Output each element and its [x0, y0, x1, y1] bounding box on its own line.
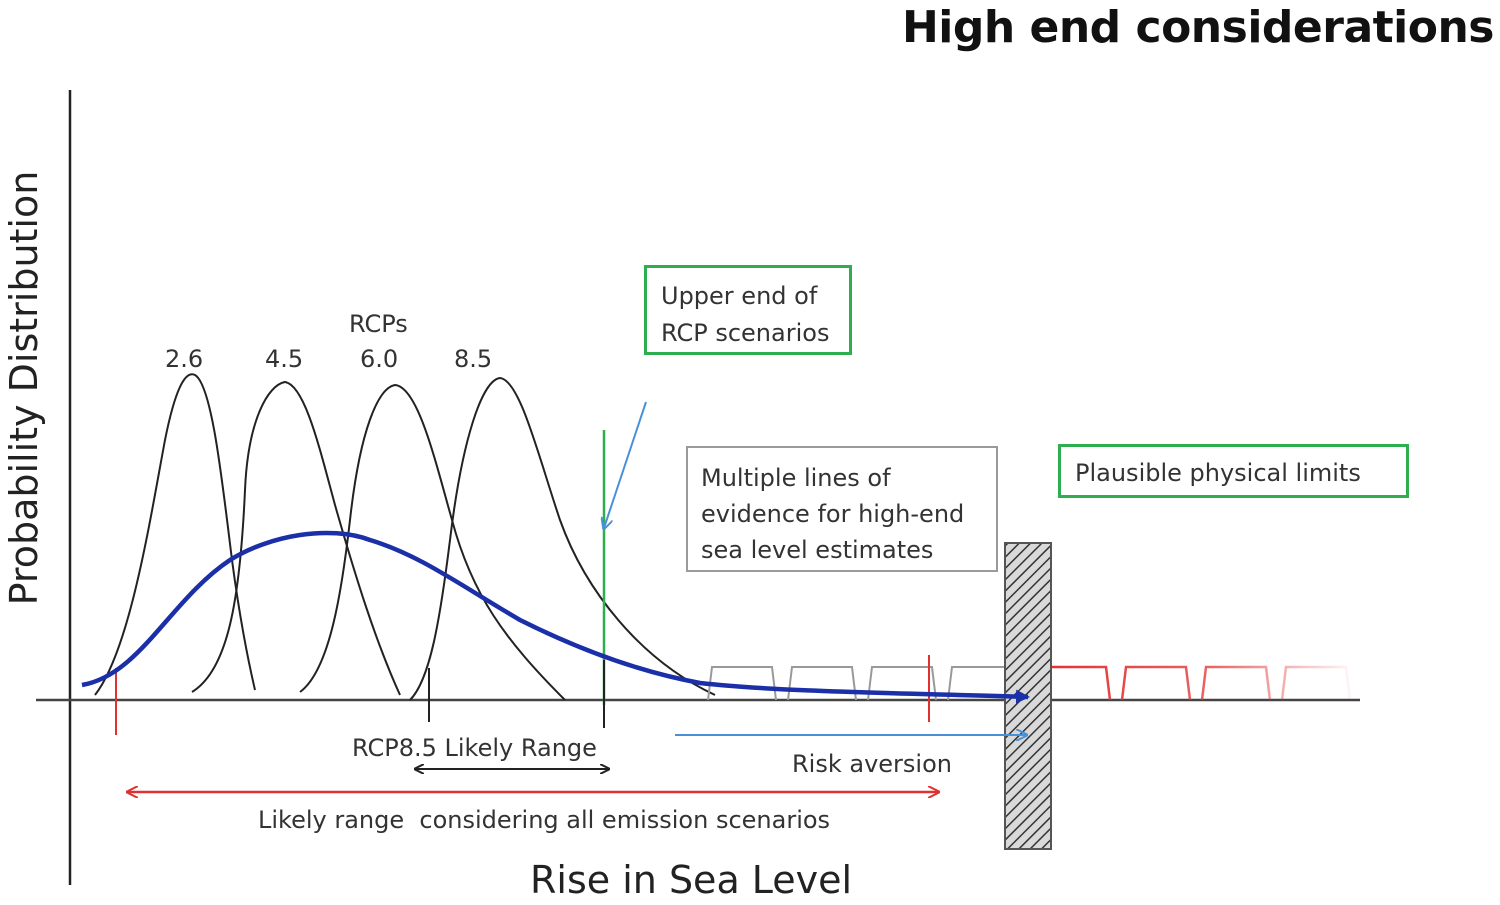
rcp-6.0-curve — [299, 383, 566, 701]
multiple-lines-line-1: Multiple lines of — [701, 464, 891, 492]
rcp85-range-label: RCP8.5 Likely Range — [352, 734, 597, 762]
multiple-lines-line-2: evidence for high-end — [701, 500, 965, 528]
upper-end-pointer-arrow — [604, 401, 647, 528]
multiple-lines-box: Multiple lines of evidence for high-end … — [686, 446, 998, 572]
upper-end-line-2: RCP scenarios — [661, 319, 830, 347]
risk-aversion-label: Risk aversion — [792, 750, 952, 778]
upper-end-line-1: Upper end of — [661, 282, 818, 310]
likely-range-label: Likely range considering all emission sc… — [258, 806, 831, 834]
page-title: High end considerations — [901, 2, 1495, 53]
physical-limits-text: Plausible physical limits — [1075, 459, 1361, 487]
upper-end-box: Upper end of RCP scenarios — [644, 265, 852, 355]
rcp-4.5-curve — [191, 380, 401, 696]
rcp-label-2.6: 2.6 — [165, 345, 204, 373]
physical-limits-box: Plausible physical limits — [1058, 444, 1409, 498]
red-segments — [1040, 665, 1352, 701]
rcp-8.5-curve — [409, 376, 716, 701]
y-axis-label: Probability Distribution — [2, 170, 46, 606]
x-axis-label: Rise in Sea Level — [530, 858, 853, 902]
rcp-label-8.5: 8.5 — [454, 345, 493, 373]
rcp-label-6.0: 6.0 — [360, 345, 399, 373]
multiple-lines-line-3: sea level estimates — [701, 536, 934, 564]
rcp-label-4.5: 4.5 — [265, 345, 304, 373]
rcp-2.6-curve — [94, 373, 256, 696]
high-end-distribution-curve — [81, 530, 1030, 704]
rcps-heading: RCPs — [349, 310, 408, 338]
